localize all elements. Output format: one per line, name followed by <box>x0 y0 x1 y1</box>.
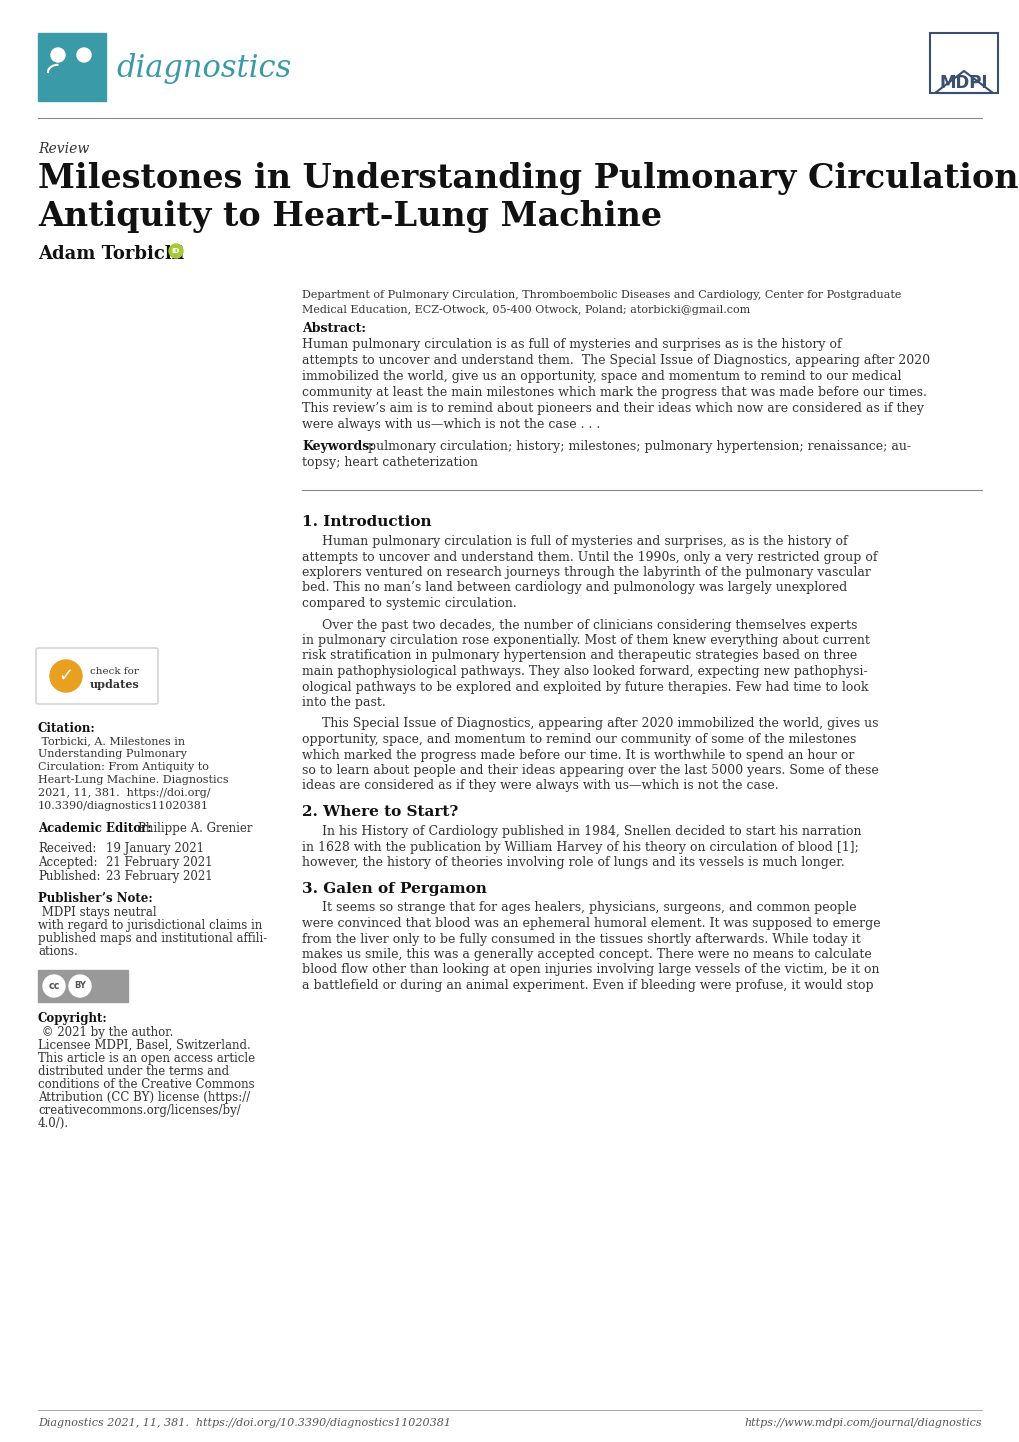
Text: BY: BY <box>74 982 86 991</box>
Text: It seems so strange that for ages healers, physicians, surgeons, and common peop: It seems so strange that for ages healer… <box>302 901 856 914</box>
Text: explorers ventured on research journeys through the labyrinth of the pulmonary v: explorers ventured on research journeys … <box>302 567 870 580</box>
Text: Copyright:: Copyright: <box>38 1012 108 1025</box>
Text: Licensee MDPI, Basel, Switzerland.: Licensee MDPI, Basel, Switzerland. <box>38 1040 251 1053</box>
Text: blood flow other than looking at open injuries involving large vessels of the vi: blood flow other than looking at open in… <box>302 963 878 976</box>
Text: Adam Torbicki: Adam Torbicki <box>38 245 184 262</box>
Bar <box>38 970 127 1002</box>
Text: Citation:: Citation: <box>38 722 96 735</box>
Text: ations.: ations. <box>38 945 77 957</box>
Circle shape <box>169 244 182 258</box>
Text: Over the past two decades, the number of clinicians considering themselves exper: Over the past two decades, the number of… <box>302 619 857 632</box>
Text: 23 February 2021: 23 February 2021 <box>106 870 212 883</box>
Text: Antiquity to Heart-Lung Machine: Antiquity to Heart-Lung Machine <box>38 200 661 234</box>
Text: were always with us—which is not the case . . .: were always with us—which is not the cas… <box>302 418 599 431</box>
Text: Diagnostics 2021, 11, 381.  https://doi.org/10.3390/diagnostics11020381: Diagnostics 2021, 11, 381. https://doi.o… <box>38 1417 450 1428</box>
Text: Attribution (CC BY) license (https://: Attribution (CC BY) license (https:// <box>38 1092 250 1105</box>
Text: 2021, 11, 381.  https://doi.org/: 2021, 11, 381. https://doi.org/ <box>38 787 210 797</box>
Text: Department of Pulmonary Circulation, Thromboembolic Diseases and Cardiology, Cen: Department of Pulmonary Circulation, Thr… <box>302 290 901 300</box>
Circle shape <box>50 660 82 692</box>
Text: immobilized the world, give us an opportunity, space and momentum to remind to o: immobilized the world, give us an opport… <box>302 371 901 384</box>
Text: updates: updates <box>90 679 140 689</box>
Text: Published:: Published: <box>38 870 101 883</box>
Text: Academic Editor:: Academic Editor: <box>38 822 152 835</box>
Text: iD: iD <box>172 248 180 254</box>
Bar <box>38 33 106 101</box>
Text: In his History of Cardiology published in 1984, Snellen decided to start his nar: In his History of Cardiology published i… <box>302 825 861 838</box>
Text: MDPI stays neutral: MDPI stays neutral <box>38 906 157 919</box>
Text: Received:: Received: <box>38 842 96 855</box>
Text: Understanding Pulmonary: Understanding Pulmonary <box>38 748 186 758</box>
Text: published maps and institutional affili-: published maps and institutional affili- <box>38 932 267 945</box>
Text: https://www.mdpi.com/journal/diagnostics: https://www.mdpi.com/journal/diagnostics <box>744 1417 981 1428</box>
Text: into the past.: into the past. <box>302 696 385 709</box>
Text: pulmonary circulation; history; milestones; pulmonary hypertension; renaissance;: pulmonary circulation; history; mileston… <box>368 440 910 453</box>
Text: topsy; heart catheterization: topsy; heart catheterization <box>302 456 478 469</box>
Text: attempts to uncover and understand them. Until the 1990s, only a very restricted: attempts to uncover and understand them.… <box>302 551 876 564</box>
Text: Review: Review <box>38 141 90 156</box>
Circle shape <box>54 663 77 688</box>
Text: 2. Where to Start?: 2. Where to Start? <box>302 805 458 819</box>
Text: Heart-Lung Machine. Diagnostics: Heart-Lung Machine. Diagnostics <box>38 774 228 784</box>
Text: attempts to uncover and understand them.  The Special Issue of Diagnostics, appe: attempts to uncover and understand them.… <box>302 353 929 368</box>
Text: Publisher’s Note:: Publisher’s Note: <box>38 893 153 906</box>
Text: 1. Introduction: 1. Introduction <box>302 515 431 529</box>
Text: main pathophysiological pathways. They also looked forward, expecting new pathop: main pathophysiological pathways. They a… <box>302 665 867 678</box>
Text: were convinced that blood was an ephemeral humoral element. It was supposed to e: were convinced that blood was an ephemer… <box>302 917 879 930</box>
Text: risk stratification in pulmonary hypertension and therapeutic strategies based o: risk stratification in pulmonary hyperte… <box>302 649 856 662</box>
Text: opportunity, space, and momentum to remind our community of some of the mileston: opportunity, space, and momentum to remi… <box>302 733 856 746</box>
Text: so to learn about people and their ideas appearing over the last 5000 years. Som: so to learn about people and their ideas… <box>302 764 878 777</box>
Text: distributed under the terms and: distributed under the terms and <box>38 1066 229 1079</box>
Text: however, the history of theories involving role of lungs and its vessels is much: however, the history of theories involvi… <box>302 857 844 870</box>
Text: Human pulmonary circulation is as full of mysteries and surprises as is the hist: Human pulmonary circulation is as full o… <box>302 337 841 350</box>
Text: Human pulmonary circulation is full of mysteries and surprises, as is the histor: Human pulmonary circulation is full of m… <box>302 535 847 548</box>
Text: conditions of the Creative Commons: conditions of the Creative Commons <box>38 1079 255 1092</box>
Text: Keywords:: Keywords: <box>302 440 374 453</box>
Text: © 2021 by the author.: © 2021 by the author. <box>38 1027 173 1040</box>
Text: ✓: ✓ <box>58 668 73 685</box>
Text: Abstract:: Abstract: <box>302 322 366 335</box>
Circle shape <box>51 48 65 62</box>
Text: diagnostics: diagnostics <box>116 53 291 85</box>
Text: MDPI: MDPI <box>938 74 987 92</box>
Text: Circulation: From Antiquity to: Circulation: From Antiquity to <box>38 761 209 771</box>
Text: from the liver only to be fully consumed in the tissues shortly afterwards. Whil: from the liver only to be fully consumed… <box>302 933 860 946</box>
Circle shape <box>43 975 65 996</box>
Text: cc: cc <box>48 981 60 991</box>
Text: in 1628 with the publication by William Harvey of his theory on circulation of b: in 1628 with the publication by William … <box>302 841 858 854</box>
Text: 10.3390/diagnostics11020381: 10.3390/diagnostics11020381 <box>38 800 209 810</box>
Text: with regard to jurisdictional claims in: with regard to jurisdictional claims in <box>38 919 262 932</box>
Text: Accepted:: Accepted: <box>38 857 98 870</box>
Text: compared to systemic circulation.: compared to systemic circulation. <box>302 597 517 610</box>
Text: 19 January 2021: 19 January 2021 <box>106 842 204 855</box>
Text: ological pathways to be explored and exploited by future therapies. Few had time: ological pathways to be explored and exp… <box>302 681 867 694</box>
Text: 21 February 2021: 21 February 2021 <box>106 857 212 870</box>
Text: a battlefield or during an animal experiment. Even if bleeding were profuse, it : a battlefield or during an animal experi… <box>302 979 872 992</box>
Bar <box>929 33 997 92</box>
Text: which marked the progress made before our time. It is worthwhile to spend an hou: which marked the progress made before ou… <box>302 748 854 761</box>
Text: 4.0/).: 4.0/). <box>38 1118 69 1131</box>
Text: makes us smile, this was a generally accepted concept. There were no means to ca: makes us smile, this was a generally acc… <box>302 947 871 960</box>
Text: Torbicki, A. Milestones in: Torbicki, A. Milestones in <box>38 735 184 746</box>
Circle shape <box>69 975 91 996</box>
Text: creativecommons.org/licenses/by/: creativecommons.org/licenses/by/ <box>38 1105 240 1118</box>
Text: This review’s aim is to remind about pioneers and their ideas which now are cons: This review’s aim is to remind about pio… <box>302 402 923 415</box>
Text: community at least the main milestones which mark the progress that was made bef: community at least the main milestones w… <box>302 386 926 399</box>
Text: Milestones in Understanding Pulmonary Circulation: From: Milestones in Understanding Pulmonary Ci… <box>38 162 1019 195</box>
Text: ideas are considered as if they were always with us—which is not the case.: ideas are considered as if they were alw… <box>302 780 777 793</box>
Text: 3. Galen of Pergamon: 3. Galen of Pergamon <box>302 881 486 895</box>
Text: Philippe A. Grenier: Philippe A. Grenier <box>138 822 253 835</box>
Text: This article is an open access article: This article is an open access article <box>38 1053 255 1066</box>
Text: check for: check for <box>90 668 139 676</box>
Circle shape <box>76 48 91 62</box>
Text: Medical Education, ECZ-Otwock, 05-400 Otwock, Poland; atorbicki@gmail.com: Medical Education, ECZ-Otwock, 05-400 Ot… <box>302 306 750 314</box>
Text: in pulmonary circulation rose exponentially. Most of them knew everything about : in pulmonary circulation rose exponentia… <box>302 634 869 647</box>
Text: This Special Issue of Diagnostics, appearing after 2020 immobilized the world, g: This Special Issue of Diagnostics, appea… <box>302 718 877 731</box>
Text: bed. This no man’s land between cardiology and pulmonology was largely unexplore: bed. This no man’s land between cardiolo… <box>302 581 847 594</box>
